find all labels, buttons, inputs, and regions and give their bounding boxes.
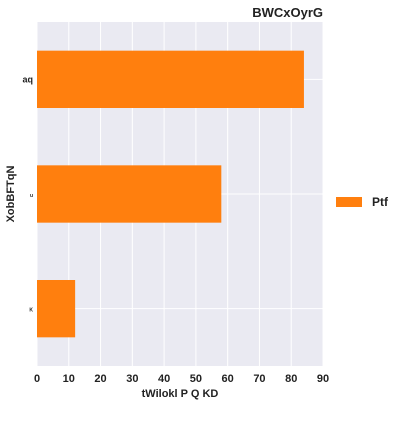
bar-u: [37, 165, 222, 223]
legend-swatch-ptf: [336, 197, 362, 207]
bar-aq: [37, 50, 304, 108]
y-tick-labels: aq u K: [22, 74, 33, 313]
x-tick-label: 40: [158, 373, 170, 385]
x-tick-label: 20: [94, 373, 106, 385]
x-tick-label: 90: [317, 373, 329, 385]
x-tick-label: 0: [34, 373, 40, 385]
x-tick-label: 50: [190, 373, 202, 385]
bars: [37, 50, 304, 338]
y-tick-label: u: [30, 193, 33, 199]
x-tick-label: 10: [63, 373, 75, 385]
x-tick-label: 80: [285, 373, 297, 385]
y-tick-label: aq: [22, 74, 33, 84]
legend: Ptf: [336, 195, 389, 209]
y-axis-label: XobBFTqN: [5, 166, 17, 223]
y-tick-label: K: [29, 308, 33, 314]
x-tick-label: 30: [126, 373, 138, 385]
x-tick-label: 70: [253, 373, 265, 385]
legend-label-ptf: Ptf: [372, 195, 389, 209]
bar-K: [37, 280, 76, 338]
chart-title: BWCxOyrG: [252, 5, 323, 20]
x-tick-labels: 0 10 20 30 40 50 60 70 80 90: [34, 373, 329, 385]
x-tick-label: 60: [222, 373, 234, 385]
x-axis-label: tWilokl P Q KD: [142, 388, 219, 400]
